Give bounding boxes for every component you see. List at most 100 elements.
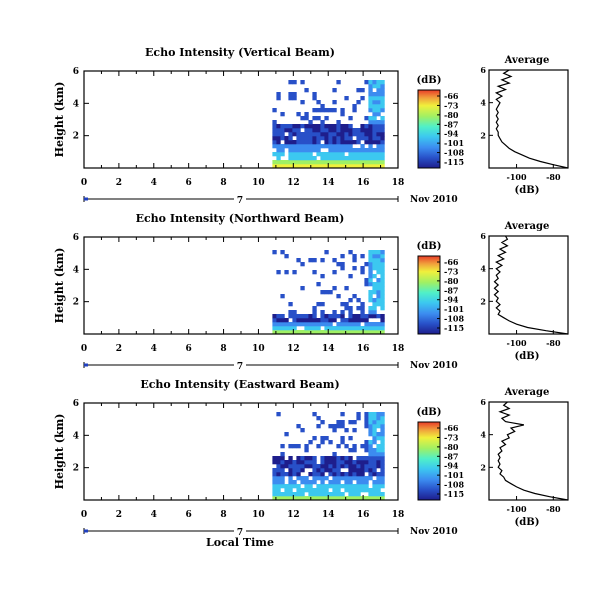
timeline-label-bg (234, 359, 246, 371)
x-tick-label: 16 (357, 510, 370, 520)
heatmap-cell (364, 420, 369, 425)
heatmap-cell (320, 464, 325, 469)
heatmap-cell (312, 96, 317, 101)
heatmap-cell (280, 124, 285, 129)
heatmap-cell (356, 140, 361, 145)
heatmap-cell (288, 488, 293, 493)
y-tick-label: 2 (73, 298, 79, 308)
heatmap-cell (308, 440, 313, 445)
profile-x-label: (dB) (515, 185, 540, 196)
heatmap-cell (380, 84, 385, 89)
heatmap-cell (296, 472, 301, 477)
heatmap-cell (368, 278, 373, 283)
profile-line (493, 235, 569, 335)
heatmap-cell (300, 136, 305, 141)
heatmap-cell (280, 144, 285, 149)
y-tick-label: 2 (73, 464, 79, 474)
x-tick-label: 4 (151, 510, 157, 520)
heatmap-cell (272, 322, 277, 327)
heatmap-cell (348, 250, 353, 255)
heatmap-cell (312, 330, 317, 335)
heatmap-cell (372, 416, 377, 421)
heatmap-cell (296, 314, 301, 319)
heatmap-cell (276, 496, 281, 501)
heatmap-cell (380, 160, 385, 165)
heatmap-cell (272, 128, 277, 133)
heatmap-cell (288, 128, 293, 133)
heatmap-cell (372, 258, 377, 263)
heatmap-cell (360, 164, 365, 169)
heatmap-cell (372, 132, 377, 137)
heatmap-cell (276, 152, 281, 157)
heatmap-cell (380, 452, 385, 457)
heatmap-cell (348, 140, 353, 145)
heatmap-cell (316, 330, 321, 335)
heatmap-cell (332, 132, 337, 137)
heatmap-cell (344, 148, 349, 153)
heatmap-cell (360, 302, 365, 307)
x-tick-label: 0 (81, 344, 87, 354)
heatmap-cell (332, 136, 337, 141)
heatmap-cell (352, 318, 357, 323)
heatmap-cell (372, 492, 377, 497)
colorbar-tick-label: -115 (444, 323, 464, 333)
heatmap-cell (316, 326, 321, 331)
heatmap-cell (340, 492, 345, 497)
heatmap-cell (320, 160, 325, 165)
colorbar-tick-label: -87 (444, 285, 458, 295)
heatmap-cell (276, 132, 281, 137)
heatmap-cell (352, 492, 357, 497)
heatmap-cell (348, 310, 353, 315)
heatmap-cell (308, 456, 313, 461)
heatmap-cell (320, 144, 325, 149)
heatmap-cell (348, 164, 353, 169)
heatmap-cell (368, 266, 373, 271)
heatmap-cell (316, 108, 321, 113)
heatmap-cell (360, 472, 365, 477)
heatmap-cell (380, 302, 385, 307)
heatmap-cell (276, 160, 281, 165)
heatmap-cell (300, 456, 305, 461)
heatmap-cell (328, 124, 333, 129)
heatmap-cell (368, 132, 373, 137)
heatmap-cell (288, 96, 293, 101)
heatmap-cell (296, 492, 301, 497)
heatmap-cell (304, 484, 309, 489)
heatmap-cell (304, 456, 309, 461)
heatmap-cell (288, 140, 293, 145)
heatmap-cell (276, 164, 281, 169)
heatmap-cell (364, 160, 369, 165)
heatmap-cell (288, 480, 293, 485)
heatmap-cell (364, 416, 369, 421)
heatmap-cell (364, 476, 369, 481)
heatmap-cell (328, 480, 333, 485)
heatmap-cell (292, 80, 297, 85)
heatmap-cell (300, 144, 305, 149)
heatmap-cell (376, 464, 381, 469)
heatmap-cell (372, 452, 377, 457)
x-tick-label: 2 (116, 344, 122, 354)
heatmap-cell (300, 148, 305, 153)
heatmap-cell (340, 472, 345, 477)
heatmap-cell (332, 330, 337, 335)
heatmap-cell (376, 286, 381, 291)
heatmap-cell (368, 100, 373, 105)
heatmap-cell (312, 310, 317, 315)
heatmap-cell (360, 254, 365, 259)
heatmap-cell (376, 152, 381, 157)
heatmap-cell (304, 318, 309, 323)
colorbar (417, 89, 441, 169)
heatmap-cell (340, 302, 345, 307)
heatmap-cell (284, 164, 289, 169)
heatmap-cell (376, 314, 381, 319)
heatmap-cell (332, 140, 337, 145)
heatmap-cell (364, 156, 369, 161)
heatmap-cell (360, 156, 365, 161)
heatmap-cell (336, 140, 341, 145)
heatmap-cell (324, 318, 329, 323)
heatmap-cell (328, 326, 333, 331)
heatmap-cell (372, 128, 377, 133)
heatmap-cell (292, 310, 297, 315)
heatmap-cell (364, 460, 369, 465)
y-tick-label: 4 (73, 265, 79, 275)
